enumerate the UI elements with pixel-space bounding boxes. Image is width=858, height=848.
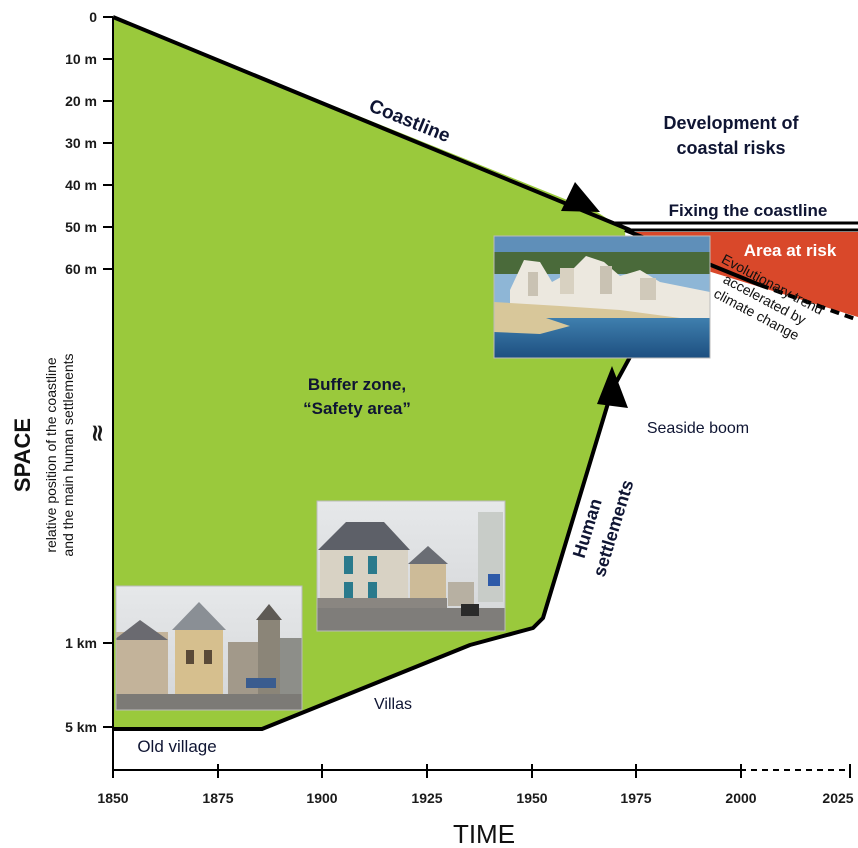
y-tick-label-1km: 1 km [65,635,97,651]
y-tick-label-40m: 40 m [65,177,97,193]
x-tick-label-1925: 1925 [411,790,442,806]
x-ticks [112,764,851,778]
buffer-zone-label-line2: “Safety area” [303,399,411,418]
y-tick-label-30m: 30 m [65,135,97,151]
old-village-label: Old village [137,737,216,756]
y-tick-label-50m: 50 m [65,219,97,235]
y-tick-label-0: 0 [89,9,97,25]
x-tick-label-2000: 2000 [725,790,756,806]
development-label-line2: coastal risks [676,138,785,158]
development-label-line1: Development of [663,113,799,133]
coastline-line [112,15,631,232]
y-axis-subtitle-line2: and the main human settlements [60,353,76,556]
buffer-zone-label-line1: Buffer zone, [308,375,406,394]
y-tick-label-60m: 60 m [65,261,97,277]
y-ticks [103,16,113,728]
x-axis-title: TIME [453,819,515,848]
area-at-risk-label: Area at risk [744,241,837,260]
y-tick-label-20m: 20 m [65,93,97,109]
x-tick-label-1975: 1975 [620,790,651,806]
fixing-coastline-label: Fixing the coastline [669,201,828,220]
seaside-resort-photo [494,236,710,358]
x-tick-label-1875: 1875 [202,790,233,806]
settlements-arrow [597,366,628,408]
x-tick-label-1850: 1850 [97,790,128,806]
coastline-arrow [561,182,600,212]
seaside-boom-label: Seaside boom [647,420,749,437]
villas-photo [317,501,505,631]
y-axis-title: SPACE [10,418,35,492]
y-axis-break: ≈ [83,423,111,443]
x-tick-label-1900: 1900 [306,790,337,806]
x-tick-label-2025: 2025 [822,790,853,806]
y-tick-label-5km: 5 km [65,719,97,735]
villas-label: Villas [374,696,412,713]
old-village-photo [116,586,302,710]
x-tick-label-1950: 1950 [516,790,547,806]
y-axis-subtitle-line1: relative position of the coastline [43,357,59,553]
y-tick-label-10m: 10 m [65,51,97,67]
evolution-trend-dashed [759,283,858,322]
